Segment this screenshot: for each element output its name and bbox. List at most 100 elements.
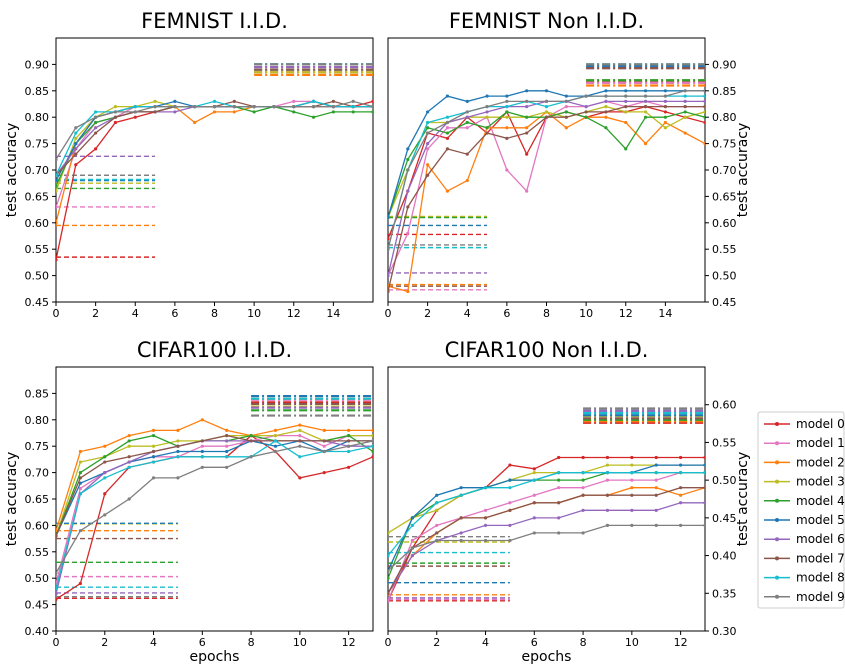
data-point <box>406 168 410 172</box>
data-point <box>298 428 302 432</box>
data-point <box>426 173 430 177</box>
y-tick-label: 0.85 <box>712 85 737 98</box>
data-point <box>56 221 58 225</box>
data-point <box>703 120 705 125</box>
data-point <box>371 449 373 454</box>
data-point <box>94 115 98 119</box>
x-tick-label: 2 <box>101 636 108 649</box>
data-point <box>525 89 529 93</box>
data-point <box>176 428 180 432</box>
data-point <box>663 110 667 114</box>
data-point <box>426 163 430 167</box>
data-point <box>388 289 390 294</box>
data-point <box>703 455 705 460</box>
x-tick-label: 0 <box>385 307 392 320</box>
legend-label-5: model 5 <box>796 513 845 527</box>
data-point <box>347 449 351 454</box>
data-point <box>564 115 568 119</box>
data-point <box>322 471 326 475</box>
data-point <box>557 501 561 505</box>
data-point <box>292 105 296 109</box>
data-point <box>56 258 58 262</box>
data-point <box>683 99 687 103</box>
data-point <box>322 428 326 432</box>
data-point <box>151 428 156 432</box>
x-tick-label: 4 <box>464 307 471 320</box>
data-point <box>630 463 634 467</box>
legend-label-8: model 8 <box>796 571 845 585</box>
data-point <box>74 147 78 151</box>
data-point <box>273 434 278 438</box>
data-point <box>581 486 585 490</box>
data-point <box>505 115 509 119</box>
data-point <box>151 434 156 438</box>
data-point <box>683 110 687 114</box>
legend-marker-7 <box>775 556 779 561</box>
data-point <box>683 94 687 98</box>
data-point <box>388 599 390 603</box>
data-point <box>331 110 335 114</box>
data-point <box>703 99 705 103</box>
data-point <box>56 189 58 193</box>
data-point <box>176 444 180 448</box>
data-point <box>371 110 373 114</box>
data-point <box>703 501 705 505</box>
data-point <box>643 99 648 103</box>
data-point <box>273 444 278 448</box>
data-point <box>630 478 634 482</box>
y-tick-label: 0.45 <box>25 296 50 309</box>
data-point <box>654 471 658 475</box>
data-point <box>133 105 137 109</box>
data-point <box>508 486 512 490</box>
x-tick-label: 2 <box>92 307 99 320</box>
data-point <box>435 523 439 528</box>
chart-legend: model 0 model 1 model 2 model 3 model 4 model… <box>757 411 845 609</box>
data-point <box>127 455 131 459</box>
data-point <box>445 126 450 130</box>
data-point <box>56 173 58 177</box>
data-point <box>249 434 253 438</box>
data-point <box>388 247 390 251</box>
y-tick-label: 0.55 <box>712 243 737 256</box>
data-point <box>388 576 390 580</box>
data-point <box>406 189 410 193</box>
data-point <box>445 147 450 151</box>
series-line-0 <box>388 105 705 239</box>
data-point <box>322 449 326 454</box>
plot-area <box>388 407 705 603</box>
data-point <box>176 449 180 454</box>
data-point <box>176 439 180 443</box>
series-line-0 <box>56 434 373 600</box>
x-tick-label: 10 <box>293 636 307 649</box>
data-point <box>654 508 658 512</box>
legend-label-0: model 0 <box>796 417 845 431</box>
data-point <box>624 147 628 151</box>
data-point <box>459 516 463 520</box>
y-tick-label: 0.75 <box>712 138 737 151</box>
data-point <box>273 428 278 432</box>
x-tick-label: 8 <box>248 636 255 649</box>
data-point <box>56 592 58 596</box>
chart-panel-1: FEMNIST I.I.D. 0.45 0.50 0.55 0.60 0.65 0.70 0.… <box>4 9 374 320</box>
data-point <box>532 516 536 520</box>
data-point <box>557 455 561 460</box>
y-tick-label: 0.60 <box>25 519 50 532</box>
data-point <box>679 501 683 505</box>
data-point <box>654 455 658 460</box>
data-point <box>483 516 488 520</box>
data-point <box>508 508 512 512</box>
data-point <box>643 115 648 119</box>
legend-label-4: model 4 <box>796 494 845 508</box>
series-line-9 <box>56 100 373 160</box>
data-point <box>78 449 82 454</box>
data-point <box>485 110 489 114</box>
data-point <box>445 189 450 193</box>
data-point <box>56 157 58 162</box>
chart-title: FEMNIST Non I.I.D. <box>449 9 644 33</box>
data-point <box>232 99 236 103</box>
data-point <box>371 428 373 432</box>
y-tick-label: 0.70 <box>712 164 737 177</box>
data-point <box>703 486 705 490</box>
legend-marker-8 <box>775 575 779 580</box>
data-point <box>683 89 687 93</box>
